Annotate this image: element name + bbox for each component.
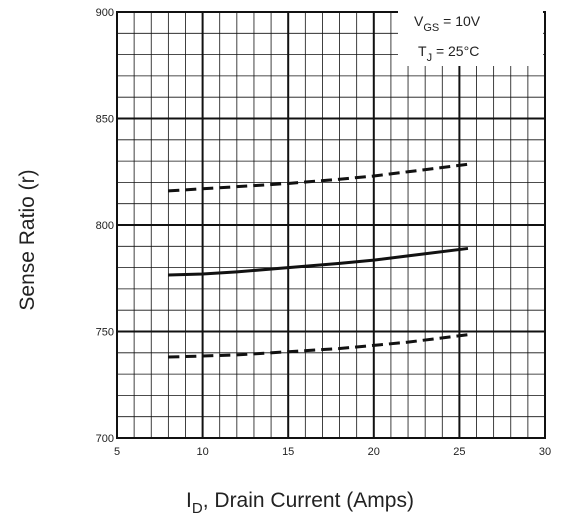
annotation-vgs: VGS = 10V (414, 13, 481, 34)
x-tick-labels: 5 10 15 20 25 30 (114, 446, 551, 458)
y-tick-label: 750 (96, 327, 114, 339)
y-tick-label: 800 (96, 220, 114, 232)
x-tick-label: 10 (196, 446, 208, 458)
annotation-tj: TJ = 25°C (418, 43, 479, 64)
x-tick-label: 5 (114, 446, 120, 458)
legend-box (398, 8, 543, 66)
y-axis-label: Sense Ratio (r) (16, 169, 39, 310)
y-tick-label: 700 (96, 433, 114, 445)
major-gridlines (117, 12, 545, 438)
y-tick-labels: 700 750 800 850 900 (96, 7, 114, 445)
series-line-3 (168, 333, 469, 359)
x-tick-label: 20 (368, 446, 380, 458)
x-tick-label: 25 (453, 446, 465, 458)
x-axis-label: ID, Drain Current (Amps) (186, 489, 414, 517)
series-layer (168, 162, 469, 359)
series-line-2 (168, 246, 469, 277)
y-tick-label: 900 (96, 7, 114, 19)
x-tick-label: 30 (539, 446, 551, 458)
series-line-1 (168, 162, 469, 193)
plot-frame (116, 11, 546, 439)
x-tick-label: 15 (282, 446, 294, 458)
y-tick-label: 850 (96, 114, 114, 126)
